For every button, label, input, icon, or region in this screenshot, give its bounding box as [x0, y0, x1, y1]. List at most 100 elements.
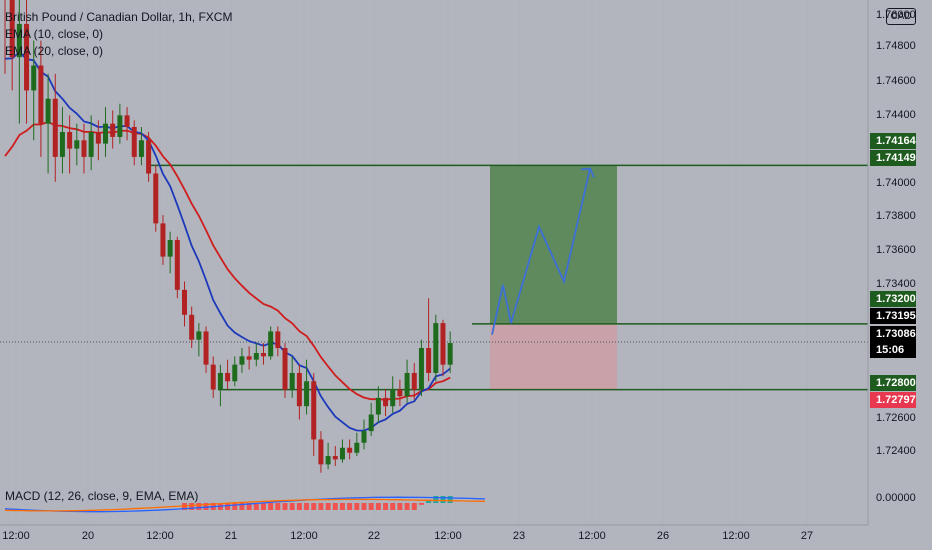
candle [390, 376, 396, 413]
candle [74, 123, 80, 166]
candle [146, 131, 152, 182]
macd-histogram-bar [433, 496, 439, 503]
ema-slow-line [4, 121, 451, 401]
macd-histogram-bar [203, 503, 209, 510]
candle-body [325, 456, 331, 465]
candle [296, 364, 302, 420]
candle-body [347, 447, 353, 453]
candle-body [196, 331, 202, 340]
candle [383, 389, 389, 417]
candle-body [153, 173, 159, 224]
time-tick: 27 [800, 530, 814, 542]
candle [440, 319, 446, 377]
macd-histogram-bar [354, 503, 360, 510]
candle-body [447, 343, 453, 365]
macd-histogram-bar [332, 503, 338, 510]
macd-histogram-bar [268, 503, 274, 510]
currency-button[interactable]: CAD [886, 8, 916, 25]
price-tag-entry-high[interactable]: 1.73200 [870, 291, 916, 307]
macd-pane [4, 496, 486, 513]
candle [52, 73, 58, 182]
candle [368, 402, 374, 437]
macd-histogram-bar [325, 503, 331, 510]
candle-body [16, 23, 22, 58]
candle [138, 126, 144, 166]
macd-histogram-bar [196, 503, 202, 510]
macd-histogram-bar [253, 503, 259, 510]
candle [153, 165, 159, 232]
price-tag-stop[interactable]: 1.72800 [870, 375, 916, 391]
candle [217, 364, 223, 407]
symbol-title[interactable]: British Pound / Canadian Dollar, 1h, FXC… [5, 10, 233, 24]
candle [81, 123, 87, 174]
price-tick: 1.72600 [876, 412, 916, 424]
macd-histogram-bar [375, 503, 381, 510]
candle [203, 326, 209, 373]
candle [124, 107, 130, 141]
ema-slow-legend[interactable]: EMA (20, close, 0) [5, 44, 104, 58]
candle [433, 314, 439, 382]
candle [189, 306, 195, 349]
candle-body [440, 323, 446, 365]
candle-body [160, 223, 166, 257]
candle-body [361, 431, 367, 443]
candle-body [31, 65, 37, 91]
macd-histogram-bar [304, 503, 310, 510]
time-tick: 26 [656, 530, 670, 542]
price-tag-entry[interactable]: 1.73195 [870, 308, 916, 324]
candle-body [239, 356, 245, 365]
candle-body [411, 372, 417, 390]
candle-body [189, 314, 195, 340]
target-zone[interactable] [490, 165, 617, 324]
price-tag-target[interactable]: 1.74149 [870, 150, 916, 166]
candle-body [304, 381, 310, 407]
candle [174, 236, 180, 299]
candle-body [9, 0, 15, 58]
time-tick: 22 [367, 530, 381, 542]
candle-body [45, 98, 51, 124]
candle-body [210, 364, 216, 390]
candle-body [275, 331, 281, 349]
candle [9, 0, 15, 91]
price-tag-target-high[interactable]: 1.74164 [870, 133, 916, 149]
chart-legend: British Pound / Canadian Dollar, 1h, FXC… [5, 9, 232, 60]
candle-body [174, 240, 180, 290]
candle-body [24, 23, 30, 91]
price-tag-stop-low[interactable]: 1.72797 [870, 392, 916, 408]
candle-body [38, 65, 44, 124]
price-tick: 1.73400 [876, 278, 916, 290]
macd-histogram-bar [275, 503, 281, 510]
candle-body [232, 364, 238, 382]
macd-legend[interactable]: MACD (12, 26, close, 9, EMA, EMA) [5, 489, 199, 503]
candle-body [52, 98, 58, 157]
candle [24, 0, 30, 124]
candle-body [103, 123, 109, 144]
candle [110, 110, 116, 149]
candle [239, 348, 245, 373]
macd-histogram-bar [239, 503, 245, 510]
candle-body [311, 381, 317, 440]
time-tick: 12:00 [290, 530, 318, 542]
candle [304, 359, 310, 415]
candle [339, 439, 345, 463]
price-tick: 1.73800 [876, 210, 916, 222]
candle-body [117, 115, 123, 137]
macd-histogram-bar [447, 496, 453, 503]
time-tick: 23 [512, 530, 526, 542]
macd-histogram-bar [397, 503, 403, 510]
time-tick: 12:00 [2, 530, 30, 542]
price-tag-current[interactable]: 1.73086 [870, 326, 916, 342]
candle [4, 0, 6, 74]
ema-fast-legend[interactable]: EMA (10, close, 0) [5, 27, 104, 41]
macd-histogram-bar [246, 503, 252, 510]
candle-body [124, 115, 130, 127]
candle-body [138, 140, 144, 157]
macd-histogram-bar [232, 503, 238, 510]
candle [160, 215, 166, 265]
price-tick: 1.74600 [876, 75, 916, 87]
time-tick: 21 [224, 530, 238, 542]
forecast-path[interactable] [491, 168, 591, 335]
stop-zone[interactable] [490, 323, 617, 390]
candle [31, 40, 37, 141]
